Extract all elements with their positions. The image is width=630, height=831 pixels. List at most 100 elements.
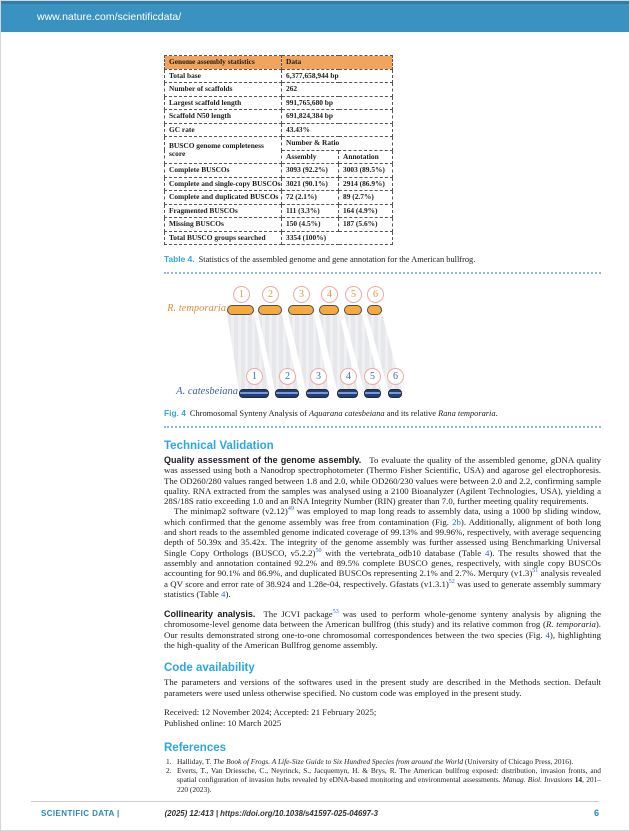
main-column: Genome assembly statistics Data Total ba… <box>164 50 601 794</box>
received-accepted-line: Received: 12 November 2024; Accepted: 21… <box>164 706 377 717</box>
citation-link[interactable]: 2b <box>452 516 461 527</box>
published-line: Published online: 10 March 2025 <box>164 718 282 729</box>
text-segment: , 201–220 (2023). <box>177 775 601 794</box>
table-row: Fragmented BUSCOs 111 (3.3%) 164 (4.9%) <box>164 203 394 218</box>
paragraph-collinearity: Collinearity analysis. The JCVI package53… <box>164 609 601 650</box>
section-title-code-availability: Code availability <box>164 662 255 675</box>
text-segment: with the vertebrata_odb10 database (Tabl… <box>321 547 485 558</box>
table-cell: Scaffold N50 length <box>164 109 282 124</box>
reference-item: 1. Halliday, T. The Book of Frogs. A Life… <box>164 757 601 766</box>
chromosome-bar-top-4 <box>319 305 339 315</box>
chromosome-number-top-1: 1 <box>233 286 250 303</box>
table-cell: Largest scaffold length <box>164 95 282 110</box>
citation-link[interactable]: 4 <box>221 588 226 599</box>
figure-caption-label: Fig. 4 <box>164 408 186 418</box>
text-segment: (University of Chicago Press, 2016). <box>463 756 574 766</box>
table-cell: Total BUSCO groups searched <box>164 230 282 245</box>
journal-header-bar: www.nature.com/scientificdata/ <box>1 1 629 32</box>
chromosome-number-bottom-1: 1 <box>246 368 263 385</box>
table-cell: Complete and duplicated BUSCOs <box>164 190 282 205</box>
table-cell: 6,377,658,944 bp <box>280 68 394 83</box>
text-segment: was used to perform whole-genome synteny… <box>164 609 601 630</box>
table-cell: 150 (4.5%) <box>281 217 339 232</box>
text-segment: R. temporaria <box>545 619 596 630</box>
chromosome-number-bottom-4: 4 <box>340 368 357 385</box>
citation-link[interactable]: 4 <box>545 629 550 640</box>
chromosome-bar-top-5 <box>344 305 362 315</box>
table-cell: GC rate <box>164 122 282 137</box>
chromosome-number-top-2: 2 <box>262 286 279 303</box>
chromosome-bar-bottom-4 <box>337 389 358 398</box>
table-cell: Complete BUSCOs <box>164 163 282 178</box>
table-cell: BUSCO genome completeness score <box>164 136 282 164</box>
table-row: Missing BUSCOs 150 (4.5%) 187 (5.6%) <box>164 217 394 232</box>
text-segment: The minimap2 software (v2.12) <box>174 506 288 517</box>
citation-link[interactable]: 49 <box>287 506 294 513</box>
text-segment: Everts, T., Van Driessche, C., Neyrinck,… <box>177 766 601 785</box>
table-caption-label: Table 4. <box>164 254 195 264</box>
text-segment: The Book of Frogs. A Life-Size Guide to … <box>213 756 464 766</box>
chromosome-bar-bottom-3 <box>306 389 329 398</box>
reference-list: 1. Halliday, T. The Book of Frogs. A Life… <box>164 757 601 794</box>
text-segment: Manag. Biol. Invasions <box>502 775 573 785</box>
table-cell: 72 (2.1%) <box>281 190 339 205</box>
chromosome-bar-bottom-1 <box>239 389 269 398</box>
citation-link[interactable]: 52 <box>448 578 455 585</box>
text-segment: ). Our results demonstrated strong one-t… <box>164 619 602 640</box>
chromosome-bar-top-2 <box>258 305 282 315</box>
chromosome-number-bottom-3: 3 <box>310 368 327 385</box>
table-row: Complete and single-copy BUSCOs 3021 (90… <box>164 176 394 191</box>
paragraph-minimap2: The minimap2 software (v2.12)49 was empl… <box>164 506 601 599</box>
table-header-row: Genome assembly statistics Data <box>164 55 394 70</box>
table-row: Largest scaffold length 991,765,680 bp <box>164 95 394 110</box>
chromosome-bar-bottom-6 <box>388 389 402 398</box>
table-row: Complete BUSCOs 3093 (92.2%) 3003 (89.5%… <box>164 163 394 178</box>
table-cell: 3093 (92.2%) <box>281 163 339 178</box>
species-label-top: R. temporaria <box>167 303 226 314</box>
table-row: Total base 6,377,658,944 bp <box>164 68 394 83</box>
table-caption-text: Statistics of the assembled genome and g… <box>198 255 476 264</box>
table-row: Complete and duplicated BUSCOs 72 (2.1%)… <box>164 190 394 205</box>
chromosome-number-bottom-5: 5 <box>364 368 381 385</box>
table-cell: 691,824,384 bp <box>280 109 394 124</box>
footer-journal-name: SCIENTIFIC DATA | <box>41 809 120 818</box>
citation-link[interactable]: 51 <box>532 568 539 575</box>
text-segment: was used to generate assembly summary st… <box>164 578 601 599</box>
article-dates: Received: 12 November 2024; Accepted: 21… <box>164 707 601 730</box>
paragraph-code-availability: The parameters and versions of the softw… <box>164 677 601 698</box>
citation-link[interactable]: 53 <box>332 609 339 616</box>
citation-link[interactable]: 50 <box>315 547 322 554</box>
table-cell: 3021 (90.1%) <box>281 176 339 191</box>
table-cell: Genome assembly statistics <box>164 55 282 70</box>
footer-page-number: 6 <box>593 808 599 818</box>
table-cell: 262 <box>280 82 394 97</box>
text-segment: 14 <box>574 775 583 785</box>
table-cell: Assembly <box>281 149 339 164</box>
text-segment: and its relative <box>384 409 439 418</box>
genome-stats-table: Genome assembly statistics Data Total ba… <box>164 55 394 245</box>
paragraph-quality-assessment: Quality assessment of the genome assembl… <box>164 455 601 506</box>
table-cell: 164 (4.9%) <box>337 203 394 218</box>
chromosome-number-top-6: 6 <box>367 286 384 303</box>
reference-number: 1. <box>166 756 172 766</box>
citation-link[interactable]: 4 <box>484 547 490 558</box>
footer-citation-doi[interactable]: (2025) 12:413 | https://doi.org/10.1038/… <box>164 809 378 818</box>
table-row: Total BUSCO groups searched 3354 (100%) <box>164 230 394 245</box>
reference-number: 2. <box>166 766 172 776</box>
table-cell: Fragmented BUSCOs <box>164 203 282 218</box>
text-segment: Chromosomal Synteny Analysis of <box>189 409 309 418</box>
text-segment: Halliday, T. <box>177 756 214 766</box>
table-cell: 3354 (100%) <box>280 230 394 245</box>
text-segment: Rana temporaria <box>438 409 496 418</box>
table-row: Assembly Annotation <box>165 149 394 164</box>
text-segment: was employed to map long reads to assemb… <box>164 506 601 527</box>
chromosome-bar-top-1 <box>227 305 254 315</box>
journal-url: www.nature.com/scientificdata/ <box>37 11 182 23</box>
table-cell: 111 (3.3%) <box>281 203 339 218</box>
chromosome-bar-bottom-2 <box>275 389 299 398</box>
chromosome-number-bottom-6: 6 <box>387 368 404 385</box>
section-title-references: References <box>164 741 227 754</box>
chromosome-bar-top-6 <box>367 305 382 315</box>
reference-item: 2. Everts, T., Van Driessche, C., Neyrinc… <box>164 766 601 794</box>
